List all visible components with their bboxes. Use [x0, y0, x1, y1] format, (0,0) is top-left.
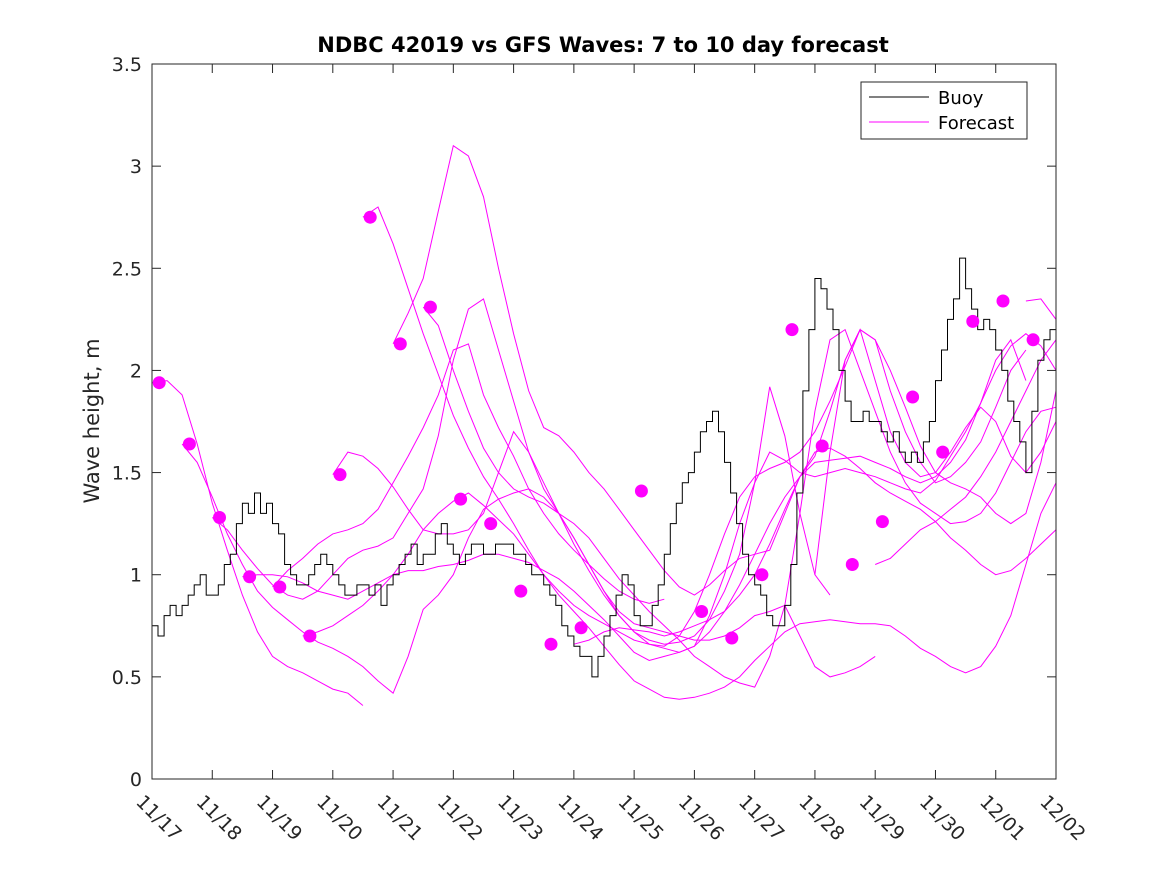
forecast-marker [936, 445, 950, 459]
legend: Buoy Forecast [860, 81, 1028, 140]
forecast-line-1 [151, 380, 364, 706]
forecast-marker [514, 584, 528, 598]
plot-frame [151, 63, 1057, 780]
forecast-line-13 [875, 339, 1057, 565]
y-tick-label: 1.5 [112, 463, 142, 485]
y-tick-label: 2.5 [112, 258, 142, 280]
forecast-marker [906, 390, 920, 404]
y-tick-label: 3.5 [112, 54, 142, 76]
forecast-marker [544, 637, 558, 651]
forecast-marker [393, 337, 407, 351]
forecast-line-2 [181, 386, 831, 695]
x-tick-label: 11/17 [131, 791, 185, 845]
forecast-marker [273, 580, 287, 594]
forecast-marker [574, 621, 588, 635]
forecast-marker [213, 511, 226, 524]
forecast-marker [725, 631, 739, 645]
forecast-series-group [151, 144, 1057, 706]
x-tick-label: 11/26 [674, 791, 728, 845]
x-tick-label: 11/19 [252, 791, 306, 845]
x-tick-label: 11/30 [915, 791, 969, 845]
forecast-marker [845, 558, 859, 571]
legend-box [860, 81, 1028, 140]
forecast-marker [875, 515, 889, 529]
forecast-markers-group [152, 210, 1040, 651]
forecast-line-5 [272, 343, 665, 604]
forecast-line-14 [1025, 298, 1057, 320]
forecast-line-7 [332, 333, 1057, 653]
forecast-marker [755, 568, 769, 582]
forecast-marker [966, 314, 980, 328]
forecast-line-11 [573, 447, 1057, 645]
x-tick-label: 11/24 [553, 791, 607, 845]
x-tick-label: 11/18 [192, 791, 246, 845]
forecast-marker [363, 210, 377, 224]
forecast-marker [182, 437, 196, 451]
y-tick-label: 3 [130, 156, 142, 178]
x-tick-label: 11/28 [794, 791, 848, 845]
x-tick-label: 11/25 [614, 791, 668, 845]
forecast-marker [243, 570, 257, 584]
y-tick-label: 2 [130, 360, 142, 382]
y-tick-label: 0 [130, 769, 142, 791]
x-tick-label: 11/21 [373, 791, 427, 845]
x-tick-label: 11/20 [312, 791, 366, 845]
legend-label-buoy: Buoy [938, 88, 984, 109]
buoy-series-group [152, 257, 1057, 678]
forecast-line-9 [392, 144, 1057, 596]
x-tick-label: 12/01 [975, 791, 1029, 845]
forecast-marker [152, 376, 166, 390]
forecast-line-4 [242, 338, 1027, 662]
forecast-marker [996, 294, 1010, 308]
legend-label-forecast: Forecast [938, 113, 1014, 134]
x-tick-label: 11/29 [855, 791, 909, 845]
y-axis-label: Wave height, m [80, 338, 104, 503]
plot-background [152, 64, 1056, 779]
chart-title: NDBC 42019 vs GFS Waves: 7 to 10 day for… [317, 33, 888, 57]
y-tick-label: 1 [130, 565, 142, 587]
x-tick-label: 12/02 [1035, 791, 1089, 845]
buoy-line [152, 257, 1057, 678]
forecast-marker [484, 517, 498, 531]
forecast-marker [1026, 333, 1040, 347]
forecast-marker [303, 629, 317, 643]
forecast-marker [634, 484, 648, 498]
y-tick-label: 0.5 [112, 667, 142, 689]
y-axis: 0 0.5 1 1.5 2 2.5 3 3.5 [112, 54, 1056, 791]
forecast-marker [454, 492, 468, 506]
forecast-line-10 [422, 306, 1057, 688]
forecast-line-6 [302, 482, 1057, 700]
forecast-marker [333, 468, 347, 482]
forecast-marker [695, 605, 709, 618]
forecast-line-3 [211, 298, 876, 678]
x-tick-label: 11/27 [734, 791, 788, 845]
x-tick-label: 11/23 [493, 791, 547, 845]
forecast-line-12 [814, 328, 1057, 575]
forecast-marker [423, 300, 437, 314]
forecast-marker [785, 323, 799, 337]
plot-area [152, 64, 1056, 779]
forecast-marker [815, 439, 829, 453]
x-tick-label: 11/22 [433, 791, 487, 845]
